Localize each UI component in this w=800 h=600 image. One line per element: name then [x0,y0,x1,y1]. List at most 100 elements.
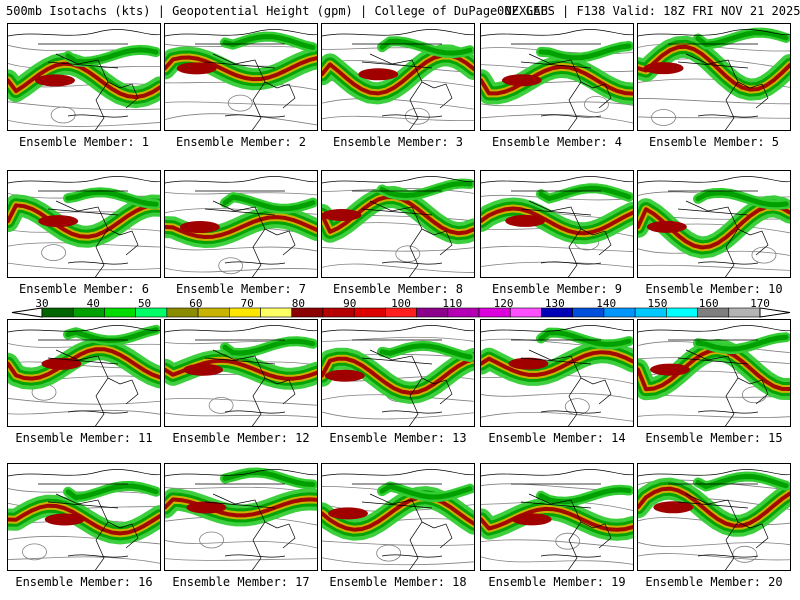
ensemble-panel-17 [164,463,318,571]
isotach-map [165,467,317,570]
coastlines [638,29,790,130]
isotach-map [481,469,633,570]
colorbar-tick-label: 150 [647,297,668,310]
coastlines [638,469,790,570]
colorbar-tick-label: 50 [137,297,152,310]
isotach-map [322,176,474,277]
colorbar-swatch [666,307,698,318]
member-caption: Ensemble Member: 12 [172,431,310,445]
colorbar-swatch [104,307,136,318]
coastlines [481,176,633,277]
ensemble-panel-11 [7,319,161,427]
jet-stream [481,327,633,386]
coastlines [322,325,474,426]
member-caption: Ensemble Member: 7 [175,282,307,296]
jet-stream [165,31,317,91]
isotach-map [8,469,160,570]
ensemble-panel-14 [480,319,634,427]
coastlines [481,325,633,426]
member-caption: Ensemble Member: 17 [172,575,310,589]
ensemble-panel-20 [637,463,791,571]
colorbar-tick-label: 40 [86,297,100,310]
isotach-map [8,176,160,277]
ensemble-panel-18 [321,463,475,571]
member-caption: Ensemble Member: 3 [332,135,464,149]
jet-stream [165,336,317,390]
coastlines [638,176,790,277]
ensemble-panel-16 [7,463,161,571]
jet-stream [322,36,474,105]
colorbar-tick-label: 90 [343,297,357,310]
map-title: 500mb Isotachs (kts) | Geopotential Heig… [6,4,548,18]
isotach-map [638,325,790,426]
colorbar-tick-label: 130 [544,297,565,310]
coastlines [165,325,317,426]
isotach-map [322,325,474,426]
run-info: 00Z GEFS | F138 Valid: 18Z FRI NOV 21 20… [497,4,800,18]
ensemble-panel-3 [321,23,475,131]
colorbar-tick-label: 120 [493,297,514,310]
jet-stream [322,340,474,404]
member-caption: Ensemble Member: 13 [329,431,467,445]
colorbar-tick-label: 30 [35,297,49,310]
jet-stream [638,471,790,537]
coastlines [165,29,317,130]
member-caption: Ensemble Member: 19 [488,575,626,589]
member-caption: Ensemble Member: 11 [15,431,153,445]
coastlines [8,325,160,426]
isotach-map [481,325,633,426]
member-caption: Ensemble Member: 6 [18,282,150,296]
isotach-map [165,29,317,130]
ensemble-panel-7 [164,170,318,278]
isotach-map [322,469,474,570]
coastlines [322,469,474,570]
isotach-map [322,29,474,130]
member-caption: Ensemble Member: 20 [645,575,783,589]
coastlines [322,29,474,130]
coastlines [8,176,160,277]
member-caption: Ensemble Member: 4 [491,135,623,149]
colorbar-swatch [260,307,293,318]
isotach-map [8,29,160,130]
ensemble-panel-13 [321,319,475,427]
colorbar-tick-label: 60 [189,297,203,310]
ensemble-panel-9 [480,170,634,278]
coastlines [8,469,160,570]
colorbar-swatch [197,307,230,318]
jet-stream [165,192,317,248]
member-caption: Ensemble Member: 15 [645,431,783,445]
isotach-map [165,325,317,426]
colorbar-swatch [353,307,386,318]
jet-stream [481,484,633,541]
colorbar-swatch [509,307,542,318]
isotach-map [638,176,790,277]
coastlines [638,325,790,426]
member-caption: Ensemble Member: 18 [329,575,467,589]
isotach-map [481,176,633,277]
ensemble-panel-1 [7,23,161,131]
colorbar-tick-label: 70 [240,297,254,310]
jet-stream [8,44,160,109]
colorbar-tick-label: 110 [442,297,463,310]
coastlines [165,469,317,570]
isotach-map [638,27,790,130]
member-caption: Ensemble Member: 10 [645,282,783,296]
isotach-map [638,469,790,570]
jet-stream [322,481,474,541]
jet-stream [322,178,474,245]
coastlines [481,29,633,130]
isotach-map [481,29,633,130]
jet-stream [481,183,633,245]
coastlines [481,469,633,570]
member-caption: Ensemble Member: 9 [491,282,623,296]
ensemble-panel-19 [480,463,634,571]
jet-stream [8,324,160,390]
member-caption: Ensemble Member: 2 [175,135,307,149]
ensemble-panel-2 [164,23,318,131]
ensemble-panel-10 [637,170,791,278]
member-caption: Ensemble Member: 16 [15,575,153,589]
colorbar-tick-label: 100 [391,297,411,310]
title-bar: 500mb Isotachs (kts) | Geopotential Heig… [0,0,800,22]
colorbar-tick-label: 140 [596,297,617,310]
coastlines [8,29,160,130]
